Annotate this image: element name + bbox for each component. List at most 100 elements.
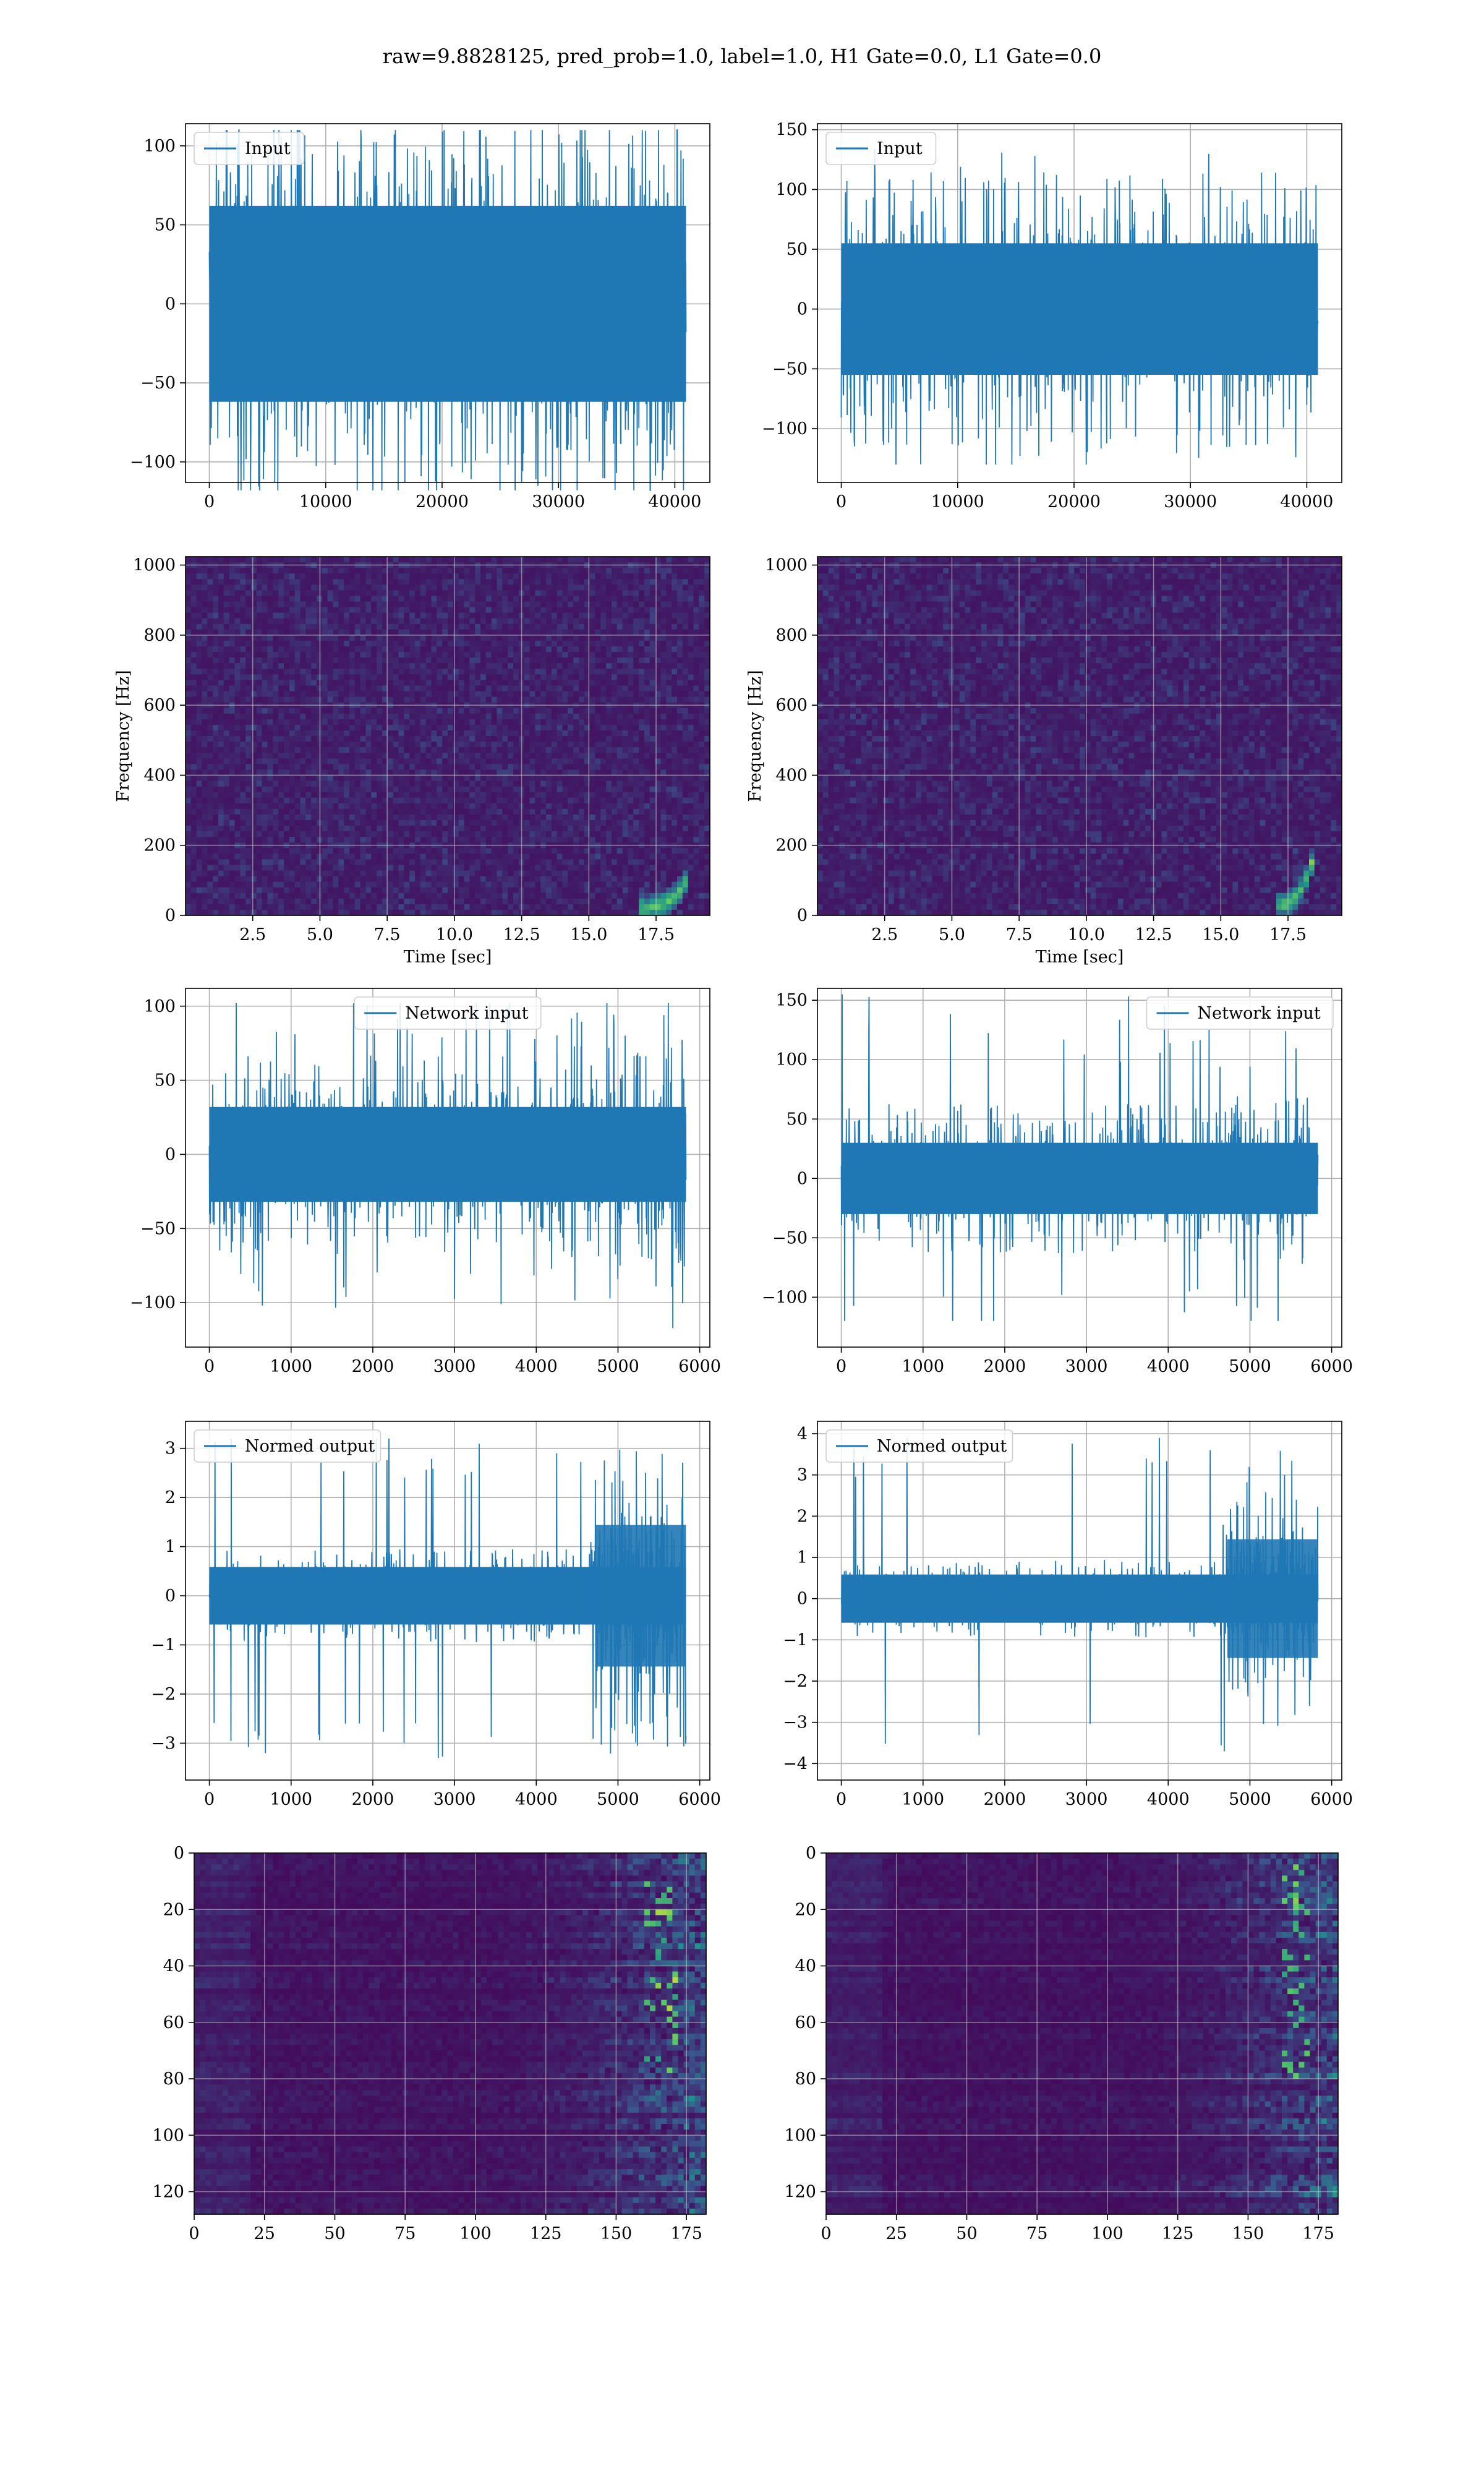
heatmap-cell xyxy=(333,820,339,826)
heatmap-cell xyxy=(393,753,399,759)
heatmap-cell xyxy=(382,820,388,826)
heatmap-cell xyxy=(218,909,224,916)
heatmap-cell xyxy=(448,584,454,591)
heatmap-cell xyxy=(377,848,383,854)
heatmap-cell xyxy=(485,623,492,630)
heatmap-cell xyxy=(442,904,448,910)
heatmap-cell xyxy=(240,579,246,585)
heatmap-cell xyxy=(338,887,344,894)
heatmap-cell xyxy=(223,590,230,597)
heatmap-cell xyxy=(464,775,470,782)
heatmap-cell xyxy=(480,753,487,759)
heatmap-cell xyxy=(556,696,563,703)
heatmap-cell xyxy=(502,764,508,770)
heatmap-cell xyxy=(278,629,284,636)
heatmap-cell xyxy=(398,640,404,647)
heatmap-cell xyxy=(311,736,317,742)
heatmap-cell xyxy=(453,881,459,888)
heatmap-cell xyxy=(584,753,591,759)
heatmap-cell xyxy=(305,596,312,602)
heatmap-cell xyxy=(551,808,558,815)
heatmap-cell xyxy=(229,876,236,883)
heatmap-cell xyxy=(377,590,383,597)
heatmap-cell xyxy=(202,669,208,675)
heatmap-cell xyxy=(442,680,448,687)
heatmap-cell xyxy=(404,848,410,854)
heatmap-cell xyxy=(387,786,394,793)
heatmap-cell xyxy=(393,814,399,821)
heatmap-cell xyxy=(377,831,383,837)
heatmap-cell xyxy=(196,814,203,821)
heatmap-cell xyxy=(267,724,273,731)
heatmap-cell xyxy=(251,764,257,770)
heatmap-cell xyxy=(409,669,416,675)
heatmap-cell xyxy=(213,826,219,832)
heatmap-cell xyxy=(437,573,443,580)
heatmap-cell xyxy=(551,820,558,826)
heatmap-cell xyxy=(568,713,574,720)
heatmap-cell xyxy=(371,826,377,832)
heatmap-cell xyxy=(393,724,399,731)
heatmap-cell xyxy=(485,730,492,737)
heatmap-cell xyxy=(349,674,356,680)
heatmap-cell xyxy=(584,657,591,664)
heatmap-cell xyxy=(437,898,443,905)
heatmap-cell xyxy=(529,786,535,793)
heatmap-cell xyxy=(305,898,312,905)
heatmap-cell xyxy=(600,797,607,804)
heatmap-cell xyxy=(551,685,558,692)
heatmap-cell xyxy=(273,730,279,737)
heatmap-cell xyxy=(584,669,591,675)
heatmap-cell xyxy=(186,909,192,916)
heatmap-cell xyxy=(278,870,284,877)
heatmap-cell xyxy=(327,803,334,810)
heatmap-cell xyxy=(251,758,257,764)
heatmap-cell xyxy=(480,736,487,742)
heatmap-cell xyxy=(289,601,296,608)
heatmap-cell xyxy=(322,753,328,759)
heatmap-cell xyxy=(600,657,607,664)
heatmap-cell xyxy=(497,590,503,597)
heatmap-cell xyxy=(437,831,443,837)
heatmap-cell xyxy=(207,887,213,894)
heatmap-cell xyxy=(551,713,558,720)
heatmap-cell xyxy=(229,736,236,742)
heatmap-cell xyxy=(595,904,601,910)
heatmap-cell xyxy=(508,618,514,625)
heatmap-cell xyxy=(579,601,585,608)
heatmap-cell xyxy=(262,837,268,843)
heatmap-cell xyxy=(524,764,531,770)
heatmap-cell xyxy=(344,590,350,597)
heatmap-cell xyxy=(190,814,197,821)
heatmap-cell xyxy=(469,669,475,675)
heatmap-cell xyxy=(513,640,519,647)
heatmap-cell xyxy=(485,769,492,776)
heatmap-cell xyxy=(202,881,208,888)
heatmap-cell xyxy=(579,898,585,905)
heatmap-cell xyxy=(508,814,514,821)
heatmap-cell xyxy=(431,831,437,837)
heatmap-cell xyxy=(245,618,252,625)
heatmap-cell xyxy=(568,557,574,563)
heatmap-cell xyxy=(425,736,432,742)
heatmap-cell xyxy=(409,607,416,614)
heatmap-cell xyxy=(371,820,377,826)
heatmap-cell xyxy=(502,747,508,753)
heatmap-cell xyxy=(278,797,284,804)
heatmap-cell xyxy=(229,590,236,597)
heatmap-cell xyxy=(448,786,454,793)
heatmap-cell xyxy=(485,596,492,602)
heatmap-cell xyxy=(387,724,394,731)
heatmap-cell xyxy=(338,708,344,714)
heatmap-cell xyxy=(382,612,388,619)
heatmap-cell xyxy=(196,584,203,591)
heatmap-cell xyxy=(311,607,317,614)
heatmap-cell xyxy=(190,607,197,614)
heatmap-cell xyxy=(262,657,268,664)
heatmap-cell xyxy=(371,663,377,669)
heatmap-cell xyxy=(186,708,192,714)
heatmap-cell xyxy=(322,775,328,782)
heatmap-cell xyxy=(186,775,192,782)
heatmap-cell xyxy=(245,898,252,905)
heatmap-cell xyxy=(333,601,339,608)
